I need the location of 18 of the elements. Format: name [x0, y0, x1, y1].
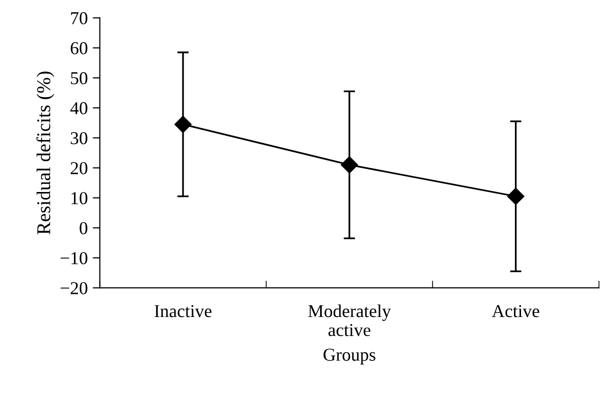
x-tick-label: Inactive: [154, 305, 212, 318]
y-tick-label: 50: [71, 72, 88, 84]
x-tick-label: Active: [492, 305, 540, 318]
y-tick-label: −10: [60, 252, 88, 264]
y-tick-label: −20: [60, 282, 88, 294]
y-tick-label: 60: [70, 42, 88, 54]
y-tick-label: 0: [80, 222, 88, 234]
point: [174, 116, 192, 133]
y-tick-label: 10: [72, 192, 88, 204]
y-axis-title: Residual deficits (%): [36, 72, 54, 234]
x-tick-label: Moderately active: [308, 304, 391, 336]
x-axis-title: Groups: [324, 348, 376, 365]
point: [507, 188, 524, 205]
y-tick-label: 20: [70, 162, 88, 174]
y-tick-label: 30: [70, 132, 88, 144]
y-tick-label: 70: [71, 12, 88, 24]
point: [340, 156, 358, 174]
y-tick-label: 40: [70, 102, 88, 114]
